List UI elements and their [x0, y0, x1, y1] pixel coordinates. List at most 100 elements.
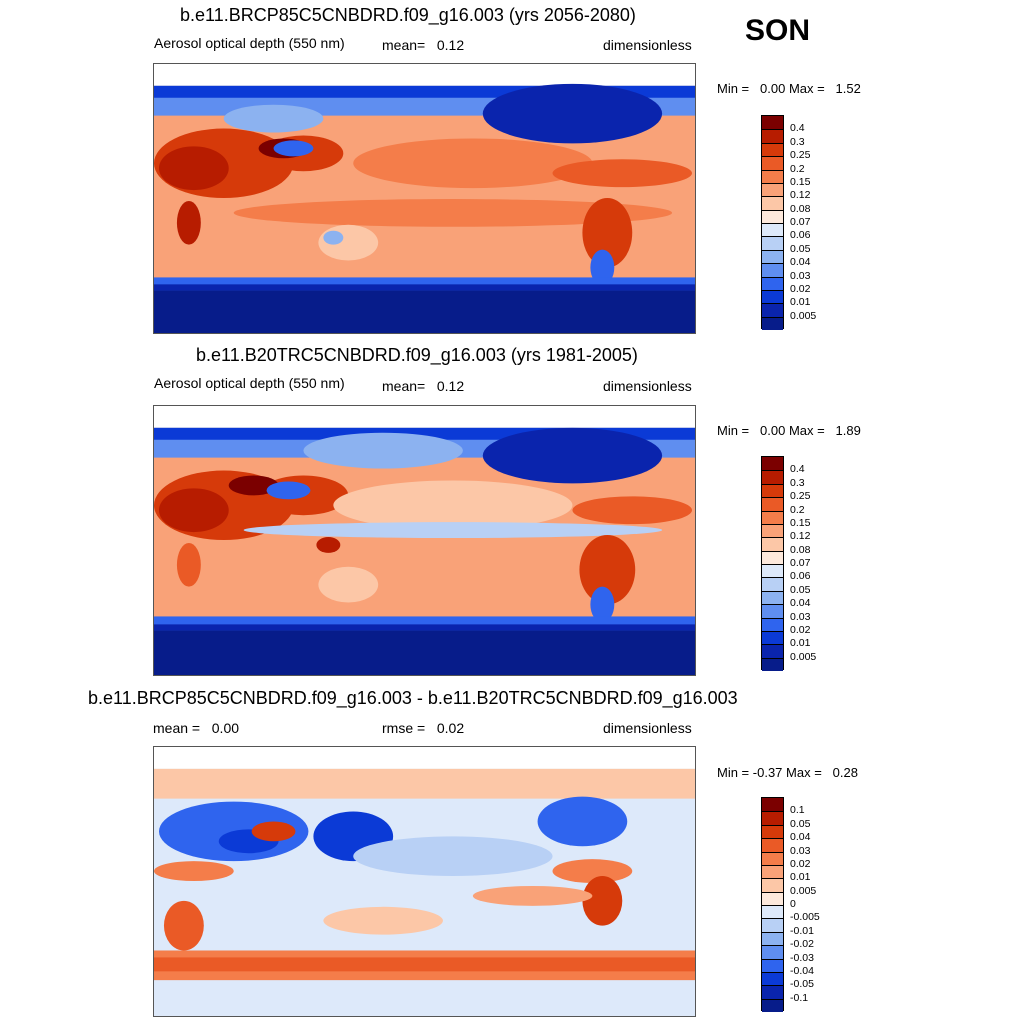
panel2-colorbar [761, 456, 784, 671]
colorbar-swatch [762, 577, 783, 591]
panel2-max-label: Max = [788, 423, 825, 438]
panel1-max-value: 1.52 [835, 81, 861, 96]
colorbar-swatch [762, 864, 783, 879]
colorbar-tick-label: 0.12 [790, 530, 811, 543]
panel2-title: b.e11.B20TRC5CNBDRD.f09_g16.003 (yrs 198… [196, 345, 638, 365]
colorbar-swatch [762, 156, 783, 170]
colorbar-tick-label: 0.07 [790, 557, 811, 569]
colorbar-swatch [762, 142, 783, 157]
panel3-title: b.e11.BRCP85C5CNBDRD.f09_g16.003 - b.e11… [88, 688, 738, 708]
panel1-mean-value: 0.12 [436, 37, 465, 53]
panel3-min-label: Min = [717, 765, 750, 780]
panel1-title: b.e11.BRCP85C5CNBDRD.f09_g16.003 (yrs 20… [180, 5, 636, 25]
panel3-rmse-value: 0.02 [436, 720, 465, 736]
panel1-minmax: Min = 0.00 Max = 1.52 [717, 81, 861, 96]
colorbar-tick-label: -0.01 [790, 924, 814, 937]
colorbar-tick-label: 0.2 [790, 162, 805, 175]
colorbar-tick-label: 0.3 [790, 476, 805, 489]
colorbar-tick-label: 0.05 [790, 817, 811, 830]
colorbar-tick-label: 0.02 [790, 857, 811, 870]
colorbar-swatch [762, 510, 783, 524]
colorbar-swatch [762, 630, 783, 645]
panel3-mean-label: mean = [153, 720, 201, 736]
colorbar-tick-label: 0.03 [790, 610, 811, 623]
colorbar-tick-label: 0.1 [790, 804, 805, 817]
panel1-mean-label: mean= [382, 37, 426, 53]
colorbar-swatch [762, 905, 783, 919]
colorbar-swatch [762, 550, 783, 564]
panel1-min-value: 0.00 [760, 81, 786, 96]
colorbar-swatch [762, 838, 783, 852]
colorbar-swatch [762, 182, 783, 197]
colorbar-swatch [762, 303, 783, 317]
colorbar-swatch [762, 276, 783, 290]
colorbar-tick-label: 0.2 [790, 503, 805, 516]
colorbar-swatch [762, 316, 783, 330]
colorbar-tick-label: 0.4 [790, 463, 805, 476]
colorbar-swatch [762, 537, 783, 551]
panel2-mean: mean= 0.12 [382, 378, 464, 394]
panel1-colorbar-labels: 0.4 0.3 0.25 0.2 0.15 0.12 0.08 0.07 0.06 0.05 0.0… [790, 115, 830, 329]
colorbar-swatch [762, 196, 783, 210]
panel2-variable: Aerosol optical depth (550 nm) [154, 375, 345, 391]
panel1-colorbar [761, 115, 784, 330]
colorbar-tick-label: -0.04 [790, 964, 814, 977]
colorbar-swatch [762, 617, 783, 631]
panel3-minmax: Min = -0.37 Max = 0.28 [717, 765, 858, 780]
panel3-colorbar [761, 797, 784, 1012]
colorbar-tick-label: -0.1 [790, 991, 809, 1004]
panel2-colorbar-labels: 0.4 0.3 0.25 0.2 0.15 0.12 0.08 0.07 0.06 0.05 0.0… [790, 456, 830, 670]
colorbar-swatch [762, 644, 783, 658]
colorbar-swatch [762, 971, 783, 986]
colorbar-swatch [762, 289, 783, 304]
colorbar-tick-label: 0.08 [790, 202, 811, 215]
colorbar-tick-label: 0.01 [790, 296, 811, 309]
colorbar-swatch [762, 998, 783, 1012]
colorbar-swatch [762, 497, 783, 511]
colorbar-swatch [762, 523, 783, 538]
colorbar-tick-label: 0.25 [790, 149, 811, 162]
colorbar-tick-label: 0.005 [790, 309, 817, 322]
colorbar-swatch [762, 931, 783, 946]
colorbar-tick-label: 0.07 [790, 216, 811, 228]
panel2-min-label: Min = [717, 423, 750, 438]
panel2-minmax: Min = 0.00 Max = 1.89 [717, 423, 861, 438]
panel2-map [153, 405, 696, 676]
colorbar-swatch [762, 891, 783, 905]
colorbar-swatch [762, 457, 783, 471]
colorbar-tick-label: 0.04 [790, 256, 811, 269]
panel3-units: dimensionless [603, 720, 692, 736]
colorbar-tick-label: 0.01 [790, 871, 811, 884]
panel3-max-value: 0.28 [832, 765, 858, 780]
colorbar-tick-label: 0.4 [790, 122, 805, 135]
colorbar-tick-label: -0.02 [790, 938, 814, 951]
colorbar-swatch [762, 263, 783, 277]
panel3-min-value: -0.37 [752, 765, 783, 780]
colorbar-tick-label: 0.06 [790, 570, 811, 583]
panel3-max-label: Max = [786, 765, 822, 780]
colorbar-tick-label: 0.005 [790, 884, 817, 897]
colorbar-swatch [762, 564, 783, 578]
panel1-units: dimensionless [603, 37, 692, 53]
colorbar-tick-label: 0.05 [790, 583, 811, 596]
colorbar-swatch [762, 209, 783, 223]
panel1-map [153, 63, 696, 334]
colorbar-tick-label: 0.25 [790, 490, 811, 503]
panel3-colorbar-labels: 0.1 0.05 0.04 0.03 0.02 0.01 0.005 0 -0.005 -0.01… [790, 797, 830, 1011]
colorbar-tick-label: 0.08 [790, 543, 811, 556]
panel2-max-value: 1.89 [835, 423, 861, 438]
panel3-mean-value: 0.00 [211, 720, 240, 736]
colorbar-tick-label: 0.02 [790, 282, 811, 295]
colorbar-swatch [762, 236, 783, 250]
colorbar-tick-label: 0.15 [790, 175, 811, 188]
panel1-variable: Aerosol optical depth (550 nm) [154, 35, 345, 51]
colorbar-swatch [762, 604, 783, 618]
colorbar-tick-label: 0.04 [790, 831, 811, 844]
panel2-mean-label: mean= [382, 378, 426, 394]
panel3-mean: mean = 0.00 [153, 720, 239, 736]
colorbar-swatch [762, 811, 783, 825]
colorbar-swatch [762, 945, 783, 959]
colorbar-tick-label: 0.05 [790, 242, 811, 255]
panel1-min-label: Min = [717, 81, 750, 96]
colorbar-tick-label: -0.005 [790, 911, 820, 924]
